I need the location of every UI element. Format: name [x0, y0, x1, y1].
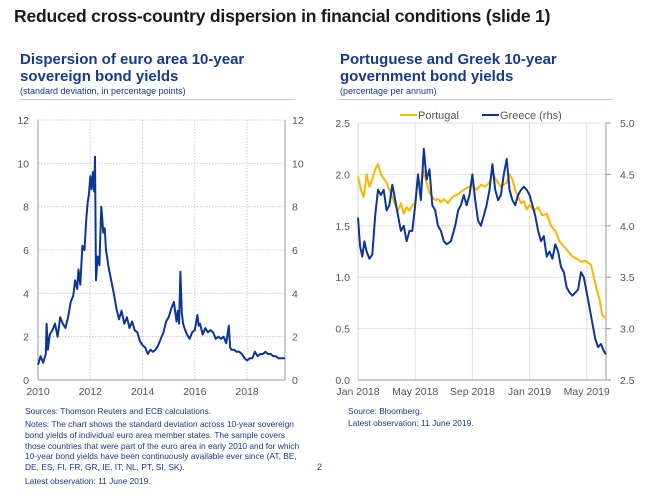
right-ytick-label-right: 2.5 [620, 375, 635, 387]
left-note-line: 10-year bond yields have been continuous… [25, 451, 297, 462]
right-ytick-label: 0.0 [335, 375, 350, 387]
left-sources: Sources: Thomson Reuters and ECB calcula… [25, 406, 212, 416]
right-chart-subtitle: (percentage per annum) [340, 86, 437, 96]
left-xtick-label: 2014 [131, 386, 155, 398]
left-ytick-label-right: 4 [292, 288, 298, 300]
left-chart-title: Dispersion of euro area 10-year sovereig… [20, 51, 244, 85]
left-ytick-label: 2 [23, 332, 29, 344]
legend-label-greece: Greece (rhs) [500, 110, 562, 122]
left-ytick-label: 10 [17, 158, 29, 170]
right-latest-observation: Latest observation: 11 June 2019. [348, 418, 474, 428]
left-notes: Notes: The chart shows the standard devi… [25, 419, 325, 473]
left-xtick-label: 2016 [183, 386, 207, 398]
right-chart-title-line2: government bond yields [340, 68, 514, 85]
left-note-line: bond yields of individual euro area memb… [25, 429, 286, 440]
right-xtick-label: May 2019 [564, 386, 610, 398]
right-ytick-label: 1.0 [335, 272, 350, 284]
left-latest-observation: Latest observation: 11 June 2019. [25, 476, 151, 486]
right-xtick-label: May 2018 [392, 386, 438, 398]
right-series-line-portugal [357, 163, 607, 320]
right-ytick-label-right: 4.5 [620, 169, 635, 181]
right-ytick-label-right: 3.0 [620, 324, 635, 336]
left-note-line: those countries that were part of the eu… [25, 440, 300, 451]
left-chart: 0 0 2 2 4 4 6 6 8 8 10 10 12 12 2010 2012 2014 2016 2018 [17, 115, 304, 398]
left-ytick-label-right: 10 [292, 158, 304, 170]
right-ytick-label: 2.5 [335, 118, 350, 130]
right-ytick-label: 0.5 [335, 324, 350, 336]
left-xtick-label: 2012 [79, 386, 103, 398]
left-chart-title-line1: Dispersion of euro area 10-year [20, 51, 245, 68]
left-ytick-label: 12 [17, 115, 29, 127]
left-chart-subtitle: (standard deviation, in percentage point… [20, 86, 186, 96]
left-ytick-label-right: 6 [292, 245, 298, 257]
page-number: 2 [317, 462, 323, 472]
right-xtick-label: Sep 2018 [450, 386, 495, 398]
right-ytick-label: 1.5 [335, 221, 350, 233]
right-chart-legend: Portugal Greece (rhs) [400, 110, 562, 122]
legend-label-portugal: Portugal [418, 110, 459, 122]
left-header-rule [20, 99, 295, 100]
right-ytick-label: 2.0 [335, 169, 350, 181]
left-ytick-label-right: 2 [292, 332, 298, 344]
left-ytick-label-right: 0 [292, 375, 298, 387]
right-ytick-label-right: 3.5 [620, 272, 635, 284]
left-ytick-label: 6 [23, 245, 29, 257]
right-chart: 0.0 2.5 0.5 3.0 1.0 3.5 1.5 4.0 2.0 4.5 2.5 5.0 Jan … [335, 110, 634, 398]
left-ytick-label: 0 [23, 375, 29, 387]
left-series-line-dispersion [37, 155, 285, 366]
left-ytick-label: 4 [23, 288, 29, 300]
right-chart-title: Portuguese and Greek 10-year government … [340, 51, 557, 85]
right-header-rule [338, 99, 613, 100]
left-note-line: DE, ES, FI, FR, GR, IE, IT, NL, PT, SI, … [25, 462, 185, 473]
right-ytick-label-right: 5.0 [620, 118, 635, 130]
left-xtick-label: 2018 [235, 386, 259, 398]
right-ytick-label-right: 4.0 [620, 221, 635, 233]
slide-title: Reduced cross-country dispersion in fina… [14, 6, 551, 26]
right-xtick-label: Jan 2019 [508, 386, 551, 398]
left-ytick-label: 8 [23, 202, 29, 214]
left-xtick-label: 2010 [26, 386, 50, 398]
left-ytick-label-right: 8 [292, 202, 298, 214]
left-note-line: Notes: The chart shows the standard devi… [25, 419, 294, 429]
left-ytick-label-right: 12 [292, 115, 304, 127]
right-chart-title-line1: Portuguese and Greek 10-year [340, 51, 557, 68]
right-series-line-greece [357, 147, 607, 355]
right-xtick-label: Jan 2018 [336, 386, 379, 398]
left-chart-title-line2: sovereign bond yields [20, 68, 179, 85]
right-sources: Source: Bloomberg. [348, 406, 423, 416]
